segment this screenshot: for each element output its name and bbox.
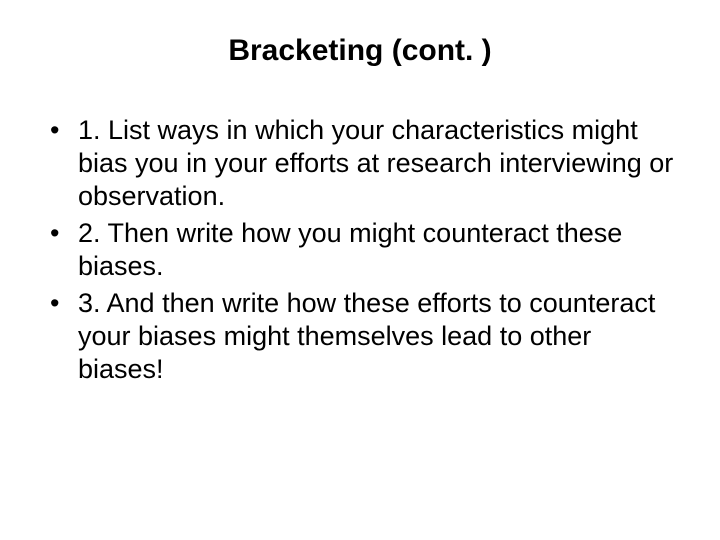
slide-title: Bracketing (cont. ) — [36, 34, 684, 68]
list-item: 1. List ways in which your characteristi… — [44, 114, 676, 213]
bullet-text: 2. Then write how you might counteract t… — [78, 218, 622, 281]
bullet-list: 1. List ways in which your characteristi… — [36, 114, 684, 386]
list-item: 2. Then write how you might counteract t… — [44, 217, 676, 283]
bullet-text: 3. And then write how these efforts to c… — [78, 288, 655, 384]
bullet-text: 1. List ways in which your characteristi… — [78, 115, 673, 211]
slide: Bracketing (cont. ) 1. List ways in whic… — [0, 0, 720, 540]
list-item: 3. And then write how these efforts to c… — [44, 287, 676, 386]
